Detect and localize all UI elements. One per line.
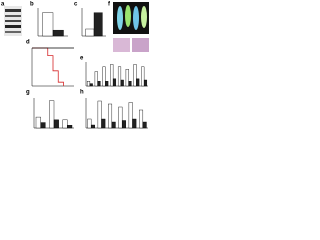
panel-label: h [80, 90, 84, 96]
image-spot [125, 5, 131, 27]
bar [142, 121, 147, 129]
image-spot [141, 6, 147, 28]
bar [35, 116, 41, 129]
image-spot [117, 6, 123, 30]
bar [42, 12, 54, 37]
bar [143, 79, 148, 87]
panel-label: f [108, 2, 111, 8]
bar [125, 68, 129, 87]
histology-image [113, 38, 130, 52]
bar [139, 109, 144, 129]
bar [136, 78, 140, 87]
bar [133, 64, 137, 87]
panel-label: c [74, 2, 78, 8]
blot-band [5, 20, 21, 22]
bar [128, 102, 133, 129]
image-spot [133, 6, 139, 30]
bar [67, 125, 73, 129]
bar [110, 64, 114, 87]
panel-label: a [1, 2, 5, 8]
bar [118, 106, 123, 129]
bar [85, 28, 95, 37]
bar [86, 80, 91, 87]
panel-label: e [80, 56, 84, 62]
bar [87, 118, 92, 129]
bar [101, 118, 106, 129]
bar [89, 83, 93, 87]
bar [62, 119, 68, 129]
mouse-images [113, 2, 149, 52]
bar [97, 80, 101, 87]
blot-band [5, 31, 21, 33]
bar [120, 79, 124, 87]
bar [102, 66, 106, 87]
blot-band [5, 9, 21, 12]
bar [40, 122, 46, 129]
histology-image [132, 38, 149, 52]
bar [111, 121, 116, 129]
bar [141, 66, 145, 87]
bar [105, 80, 109, 87]
blot-band [5, 15, 21, 17]
bar [53, 119, 59, 129]
bar [112, 78, 117, 87]
panel-label: d [26, 40, 30, 46]
western-blot [4, 6, 22, 36]
bar [90, 124, 95, 129]
bar [121, 120, 126, 129]
blot-band [5, 25, 21, 28]
panel-label: b [30, 2, 34, 8]
bar [93, 12, 103, 37]
bar [97, 100, 102, 129]
survival-line [32, 47, 64, 86]
bar [128, 80, 132, 87]
bar [117, 66, 122, 87]
bar [108, 103, 113, 129]
figure: a b c d e f g h [1, 2, 149, 129]
bar [94, 71, 98, 87]
panel-label: g [26, 90, 30, 96]
bar [49, 100, 55, 129]
bar [52, 29, 64, 37]
bar [132, 118, 137, 129]
